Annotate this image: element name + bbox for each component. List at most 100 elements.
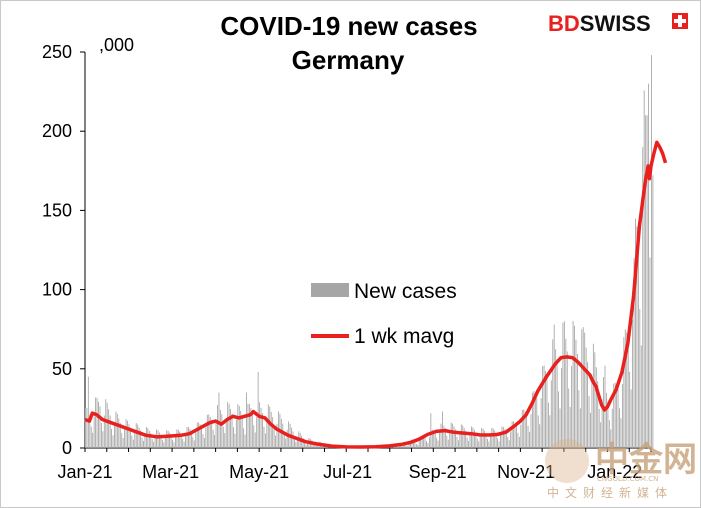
bar-new-cases (648, 83, 649, 449)
bar-new-cases (154, 435, 156, 448)
svg-text:BDSWISS: BDSWISS (548, 11, 651, 36)
bar-new-cases (144, 434, 146, 448)
bar-new-cases (153, 441, 155, 448)
bar-new-cases (238, 405, 240, 448)
y-tick-label: 150 (42, 200, 72, 220)
bar-new-cases (623, 337, 625, 448)
bar-new-cases (447, 439, 449, 448)
bar-new-cases (463, 428, 465, 448)
bar-new-cases (610, 429, 612, 448)
bar-new-cases (597, 381, 599, 448)
bar-new-cases (214, 434, 216, 448)
bar-new-cases (244, 434, 246, 448)
y-tick-label: 50 (52, 359, 72, 379)
bar-new-cases (211, 419, 213, 448)
bar-new-cases (398, 445, 400, 448)
bar-new-cases (173, 442, 175, 448)
bar-new-cases (241, 415, 243, 448)
bar-new-cases (584, 332, 586, 448)
bar-new-cases (156, 429, 157, 448)
bar-new-cases (295, 441, 297, 448)
bar-new-cases (494, 430, 496, 448)
bar-new-cases (546, 377, 548, 448)
bar-new-cases (421, 436, 423, 448)
bar-new-cases (129, 427, 131, 448)
bar-new-cases (491, 428, 493, 448)
bar-new-cases (633, 257, 635, 448)
bar-new-cases (649, 257, 651, 448)
bar-new-cases (643, 90, 645, 449)
bar-new-cases (230, 409, 231, 448)
bar-new-cases (218, 392, 220, 448)
bar-new-cases (219, 409, 221, 448)
bar-new-cases (189, 428, 191, 448)
x-axis: Jan-21 Mar-21 May-21 Jul-21 Sep-21 Nov-21 Jan-… (57, 447, 652, 482)
bar-new-cases (475, 432, 477, 448)
bar-new-cases (651, 55, 652, 448)
y-tick-label: 0 (62, 438, 72, 458)
bar-new-cases (247, 403, 249, 448)
bar-new-cases (147, 428, 149, 448)
bar-new-cases (592, 343, 594, 448)
bar-new-cases (246, 392, 247, 448)
bar-new-cases (125, 419, 127, 448)
bar-new-cases (608, 420, 610, 448)
bar-new-cases (263, 426, 265, 448)
bar-new-cases (150, 433, 152, 448)
bar-new-cases (417, 444, 419, 448)
bar-new-cases (613, 383, 615, 448)
bar-new-cases (424, 437, 426, 448)
bar-new-cases (137, 424, 139, 448)
bar-new-cases (517, 432, 519, 448)
bar-new-cases (140, 430, 142, 448)
bar-new-cases (598, 408, 600, 448)
bar-new-cases (635, 218, 636, 448)
bar-new-cases (115, 411, 117, 448)
bar-new-cases (285, 438, 287, 448)
bar-new-cases (518, 436, 520, 448)
bar-new-cases (397, 446, 398, 448)
bar-new-cases (423, 436, 425, 448)
bar-new-cases (217, 405, 218, 448)
bar-new-cases (201, 426, 202, 448)
bar-new-cases (482, 428, 484, 448)
bar-new-cases (563, 321, 565, 448)
bar-new-cases (576, 354, 578, 448)
bar-new-cases (575, 339, 577, 448)
bar-new-cases (539, 424, 541, 448)
bar-new-cases (420, 436, 422, 448)
bar-new-cases (572, 320, 574, 448)
bar-new-cases (111, 428, 112, 448)
bar-new-cases (224, 433, 226, 448)
bar-new-cases (426, 441, 427, 448)
bar-new-cases (478, 441, 480, 448)
bar-new-cases (102, 431, 104, 448)
bar-new-cases (179, 431, 181, 448)
bar-new-cases (286, 429, 288, 448)
bar-new-cases (143, 440, 144, 448)
bar-new-cases (196, 422, 198, 448)
bar-new-cases (614, 382, 616, 448)
bar-new-cases (418, 441, 420, 448)
bar-new-cases (579, 408, 581, 448)
bar-new-cases (507, 437, 509, 448)
bar-new-cases (630, 389, 632, 448)
bar-new-cases (652, 175, 654, 448)
x-tick-label: Jan-21 (57, 462, 112, 482)
bar-new-cases (100, 423, 102, 448)
bar-new-cases (276, 423, 278, 448)
bar-new-cases (462, 425, 464, 448)
bar-new-cases (427, 443, 429, 448)
bar-new-cases (540, 398, 542, 448)
bar-new-cases (645, 115, 647, 449)
bar-new-cases (542, 366, 544, 448)
bar-new-cases (547, 402, 549, 448)
bar-new-cases (627, 338, 629, 448)
bar-new-cases (116, 413, 118, 448)
bar-new-cases (221, 414, 223, 448)
bar-new-cases (176, 429, 178, 448)
bar-new-cases (471, 426, 472, 448)
bar-new-cases (501, 426, 503, 448)
bar-new-cases (578, 390, 580, 448)
